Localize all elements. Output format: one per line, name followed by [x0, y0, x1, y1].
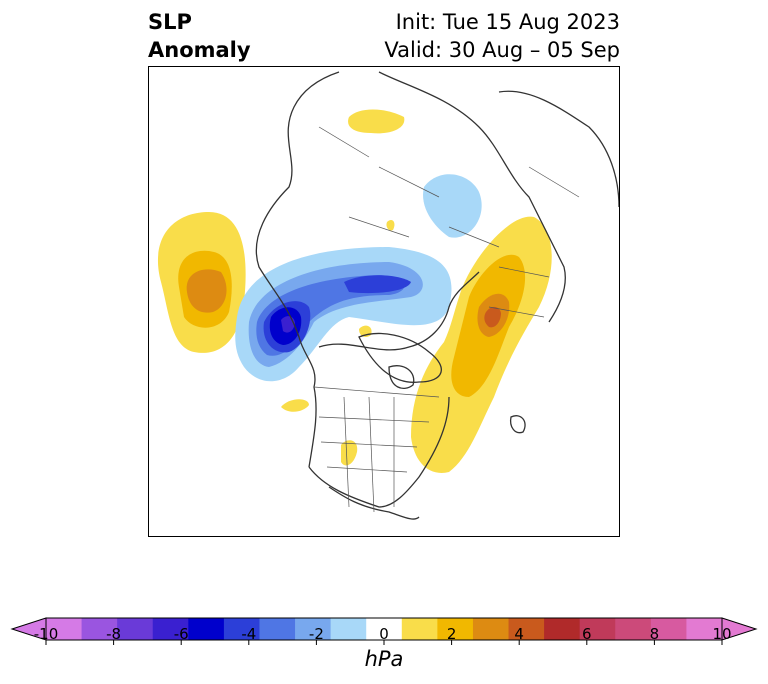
colorbar-cell	[259, 618, 296, 640]
colorbar-cell	[188, 618, 225, 640]
colorbar-cell	[223, 618, 260, 640]
small-high-4	[386, 219, 395, 231]
colorbar-tick-label: -4	[241, 625, 257, 643]
colorbar-tick-label: -6	[173, 625, 189, 643]
colorbar-tick-label: 0	[379, 625, 389, 643]
colorbar-tick-label: 10	[712, 625, 732, 643]
colorbar-cell	[295, 618, 332, 640]
colorbar-cell	[508, 618, 545, 640]
colorbar-cell	[615, 618, 652, 640]
north-europe-high	[348, 109, 405, 134]
title-left: SLP Anomaly	[148, 8, 251, 64]
title-type: Anomaly	[148, 38, 251, 62]
colorbar-units: hPa	[364, 647, 404, 671]
colorbar-cell	[650, 618, 687, 640]
colorbar-cell	[117, 618, 154, 640]
colorbar-tick-label: -10	[33, 625, 59, 643]
anomaly-fields	[157, 109, 552, 473]
small-high-1	[281, 399, 309, 412]
siberia-low	[423, 174, 482, 238]
colorbar-cell	[544, 618, 581, 640]
map-panel	[148, 66, 620, 537]
colorbar-tick-label: -8	[106, 625, 122, 643]
init-date: Init: Tue 15 Aug 2023	[395, 10, 620, 34]
small-high-2	[341, 440, 358, 466]
colorbar-cell	[401, 618, 438, 640]
colorbar-tick-label: 8	[649, 625, 660, 643]
colorbar-cell	[686, 618, 723, 640]
colorbar-cell	[472, 618, 510, 640]
title-right: Init: Tue 15 Aug 2023 Valid: 30 Aug – 05…	[384, 8, 620, 64]
colorbar-tick-label: 4	[514, 625, 524, 643]
colorbar	[10, 617, 758, 645]
colorbar-cell	[579, 618, 616, 640]
pacific-high-6	[186, 269, 227, 313]
colorbar-tick-label: 6	[582, 625, 592, 643]
colorbar-cell	[330, 618, 367, 640]
atlantic-high-8	[484, 306, 501, 328]
arctic-low-6	[281, 316, 295, 333]
colorbar-cell	[152, 618, 189, 640]
colorbar-cell	[366, 618, 403, 640]
arctic-low-4b	[344, 275, 411, 294]
valid-range: Valid: 30 Aug – 05 Sep	[384, 38, 620, 62]
colorbar-tick-label: -2	[308, 625, 324, 643]
colorbar-tick-label: 2	[446, 625, 457, 643]
map-svg	[157, 71, 619, 520]
colorbar-cell	[81, 618, 118, 640]
colorbar-cell	[46, 618, 83, 640]
title-variable: SLP	[148, 10, 192, 34]
political-borders	[313, 126, 580, 513]
colorbar-cell	[437, 618, 474, 640]
